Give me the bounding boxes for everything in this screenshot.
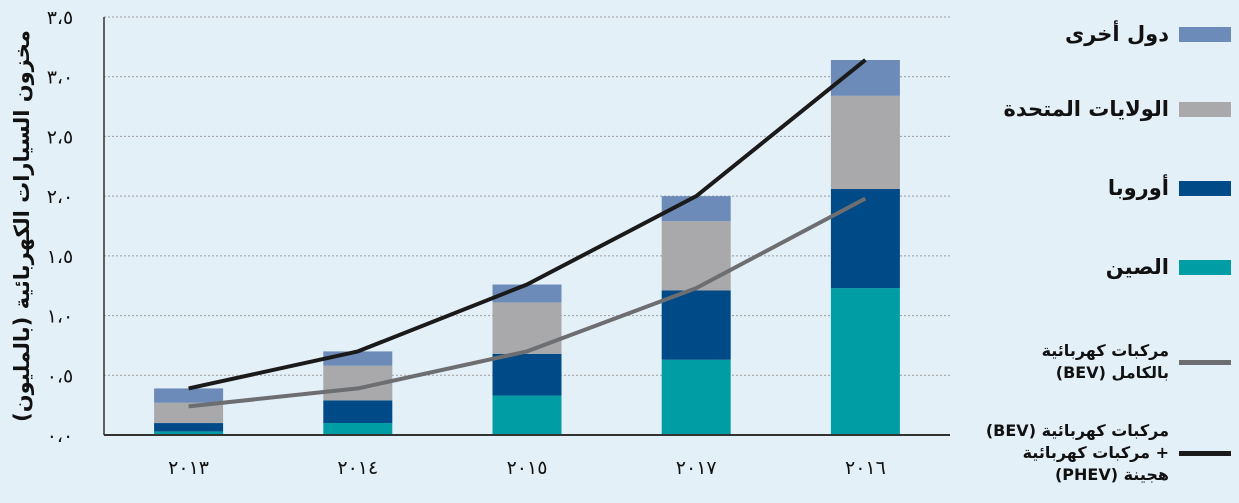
legend-label-others: دول أخرى [1064, 22, 1169, 46]
bar-segment [154, 402, 224, 424]
y-tick-label: ٣،٠ [47, 67, 74, 89]
bar-segment [492, 353, 562, 396]
y-tick-label: ١،٠ [47, 306, 74, 328]
legend-swatch-phev [1179, 450, 1231, 456]
y-axis-label: مخزون السيارات الكهربائية (بالمليون) [10, 30, 34, 422]
legend-item-europe: أوروبا [1108, 176, 1231, 200]
x-tick-label: ٢٠١٥ [507, 457, 548, 479]
y-tick-label: ٣،٥ [47, 7, 74, 29]
legend-item-phev: مركبات كهربائية (BEV) + مركبات كهربائية … [986, 420, 1231, 486]
x-tick-label: ٢٠١٣ [168, 457, 209, 479]
series-line [188, 196, 867, 409]
legend-label-phev-line3: هجينة (PHEV) [1054, 465, 1169, 484]
legend: دول أخرى الولايات المتحدة أوروبا الصين م… [985, 0, 1239, 503]
bar-segment [154, 431, 224, 435]
bar-segment [830, 95, 900, 189]
bar-segment [154, 423, 224, 432]
legend-label-bev-line2: بالكامل (BEV) [1055, 363, 1169, 382]
y-tick-label: ٠،٥ [47, 365, 74, 387]
legend-item-usa: الولايات المتحدة [1004, 97, 1231, 121]
legend-label-bev: مركبات كهربائية بالكامل (BEV) [1042, 340, 1169, 384]
legend-label-bev-line1: مركبات كهربائية [1041, 341, 1169, 360]
bar-segment [661, 221, 731, 291]
legend-label-europe: أوروبا [1107, 176, 1169, 200]
legend-swatch-china [1179, 259, 1231, 275]
y-tick-label: ١،٥ [47, 246, 74, 268]
chart: ٠،٠ ٠،٥ ١،٠ ١،٥ ٢،٠ ٢،٥ ٣،٠ ٣،٥ ٢٠١٣ ٢٠١٤ ٢٠١٥ ٢٠١٧… [10, 7, 950, 479]
bar-segment [661, 290, 731, 360]
x-tick-label: ٢٠١٦ [845, 457, 886, 479]
bar-segment [323, 423, 393, 435]
legend-label-phev: مركبات كهربائية (BEV) + مركبات كهربائية … [986, 420, 1169, 486]
legend-swatch-usa [1179, 101, 1231, 117]
bar-segment [661, 359, 731, 435]
legend-item-bev: مركبات كهربائية بالكامل (BEV) [1042, 340, 1231, 384]
y-tick-label: ٢،٠ [47, 186, 74, 208]
series-line [188, 58, 867, 391]
legend-label-phev-line2: + مركبات كهربائية [1022, 443, 1169, 462]
x-tick-label: ٢٠١٤ [337, 457, 378, 479]
legend-swatch-europe [1179, 180, 1231, 196]
bar-segment [830, 288, 900, 435]
bar-segment [492, 395, 562, 435]
x-tick-label: ٢٠١٧ [676, 457, 717, 479]
legend-swatch-bev [1179, 359, 1231, 365]
bar-segment [492, 284, 562, 303]
y-tick-label: ٠،٠ [47, 425, 74, 447]
y-tick-label: ٢،٥ [47, 126, 74, 148]
legend-swatch-others [1179, 26, 1231, 42]
legend-label-china: الصين [1105, 255, 1169, 279]
legend-item-china: الصين [1106, 255, 1231, 279]
legend-item-others: دول أخرى [1065, 22, 1231, 46]
legend-label-phev-line1: مركبات كهربائية (BEV) [985, 421, 1169, 440]
bar-segment [154, 388, 224, 403]
bar-segment [323, 400, 393, 424]
legend-label-usa: الولايات المتحدة [1003, 97, 1169, 121]
bar-segment [492, 302, 562, 354]
bar-segment [830, 188, 900, 289]
